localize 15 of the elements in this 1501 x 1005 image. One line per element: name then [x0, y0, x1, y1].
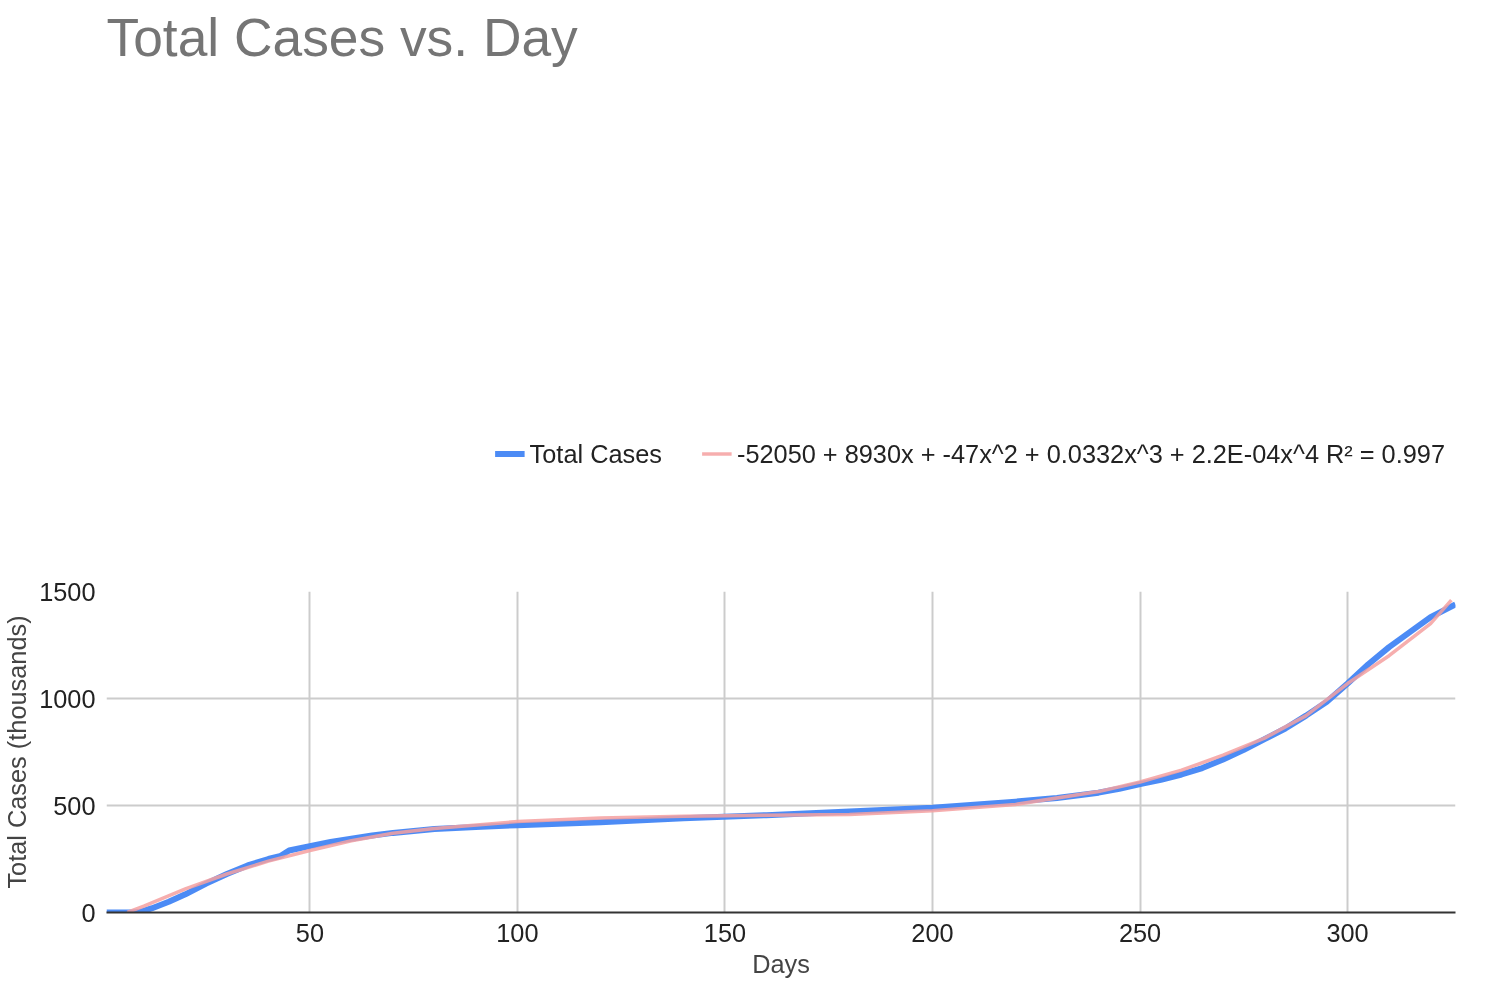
x-tick-label: 50: [295, 918, 324, 947]
x-tick-label: 200: [911, 918, 954, 947]
chart-title: Total Cases vs. Day: [106, 7, 579, 67]
x-axis-title: Days: [752, 949, 810, 978]
y-tick-label: 1000: [39, 684, 96, 713]
y-tick-label: 1500: [39, 577, 96, 606]
x-tick-label: 250: [1118, 918, 1162, 947]
x-tick-label: 150: [703, 918, 747, 947]
x-tick-label: 300: [1326, 918, 1369, 947]
legend-label: -52050 + 8930x + -47x^2 + 0.0332x^3 + 2.2E-04x^4 R² = 0.997: [736, 439, 1445, 469]
y-tick-label: 0: [81, 898, 96, 927]
y-tick-label: 500: [53, 791, 96, 820]
legend-label: Total Cases: [529, 439, 662, 469]
y-axis-title: Total Cases (thousands): [3, 615, 32, 889]
x-tick-label: 100: [496, 918, 539, 947]
